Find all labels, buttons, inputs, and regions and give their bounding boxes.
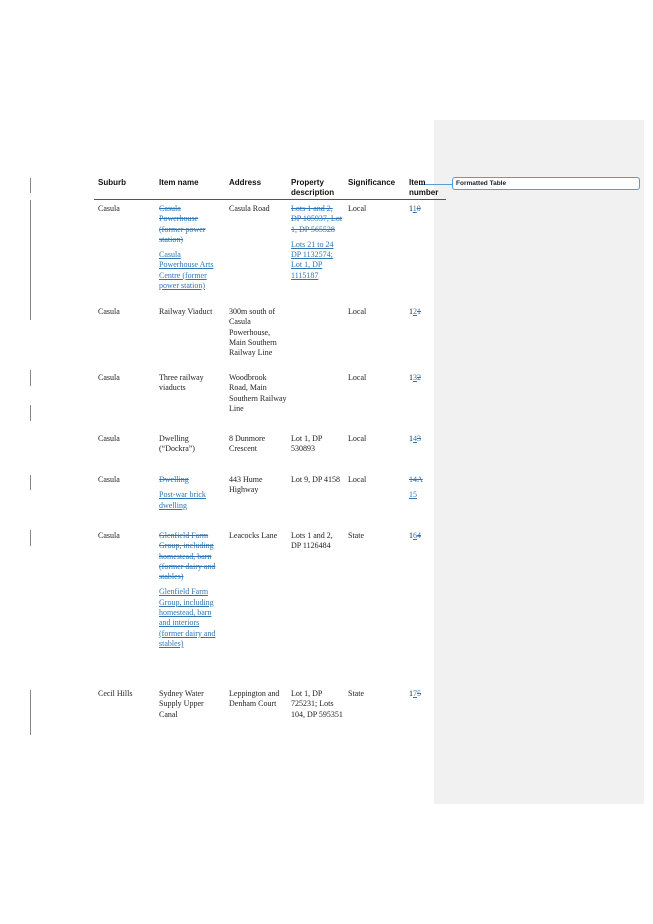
- cell-property: Lots 1 and 2, DP 105937, Lot 1, DP 56552…: [291, 204, 343, 281]
- cell-item-name: Glenfield Farm Group, including homestea…: [159, 531, 221, 649]
- change-bar: [30, 178, 31, 193]
- cell-item-name: Dwelling (“Dockra”): [159, 434, 195, 454]
- cell-item-number: 110: [409, 204, 421, 213]
- cell-significance: Local: [348, 475, 367, 484]
- change-bar: [30, 200, 31, 320]
- change-bar: [30, 690, 31, 735]
- deleted-text: Casula Powerhouse (former power station): [159, 204, 206, 244]
- deleted-text: Lots 1 and 2, DP 105937, Lot 1, DP 56552…: [291, 204, 343, 234]
- cell-significance: State: [348, 689, 364, 698]
- inserted-text: Lots 21 to 24 DP 1132574; Lot 1, DP 1115…: [291, 239, 334, 280]
- cell-item-number: 175: [409, 689, 421, 698]
- cell-significance: Local: [348, 373, 367, 382]
- comment-connector: [419, 184, 453, 185]
- header-address: Address: [229, 178, 262, 187]
- cell-item-name: Casula Powerhouse (former power station)…: [159, 204, 221, 291]
- cell-property: Lot 1, DP 530893: [291, 434, 323, 454]
- cell-address: Leacocks Lane: [229, 531, 278, 540]
- cell-suburb: Casula: [98, 307, 120, 316]
- cell-address: 443 Hume Highway: [229, 475, 263, 495]
- cell-property: Lot 1, DP 725231; Lots 104, DP 595351: [291, 689, 343, 719]
- cell-address: Leppington and Denham Court: [229, 689, 280, 709]
- inserted-text: Casula Powerhouse Arts Centre (former po…: [159, 250, 214, 291]
- cell-significance: Local: [348, 204, 367, 213]
- change-bar: [30, 475, 31, 490]
- cell-item-name: Sydney Water Supply Upper Canal: [159, 689, 204, 719]
- cell-item-number: 121: [409, 307, 421, 316]
- header-suburb: Suburb: [98, 178, 126, 187]
- cell-property: Lots 1 and 2, DP 1126484: [291, 531, 333, 551]
- cell-item-number: 14A 15: [409, 475, 423, 500]
- cell-suburb: Casula: [98, 373, 120, 382]
- change-bar: [30, 405, 31, 421]
- cell-significance: Local: [348, 307, 367, 316]
- change-bar: [30, 530, 31, 546]
- deleted-text: Dwelling: [159, 475, 189, 484]
- cell-item-number: 143: [409, 434, 421, 443]
- header-item-name: Item name: [159, 178, 199, 187]
- cell-suburb: Casula: [98, 475, 120, 484]
- comments-pane: [434, 120, 644, 804]
- change-bar: [30, 370, 31, 386]
- cell-suburb: Casula: [98, 531, 120, 540]
- header-rule: [94, 199, 446, 200]
- cell-item-name: Dwelling Post-war brick dwelling: [159, 475, 221, 511]
- cell-suburb: Cecil Hills: [98, 689, 133, 698]
- cell-address: 300m south of Casula Powerhouse, Main So…: [229, 307, 277, 358]
- cell-item-name: Three railway viaducts: [159, 373, 204, 393]
- cell-suburb: Casula: [98, 204, 120, 213]
- cell-item-number: 132: [409, 373, 421, 382]
- header-significance: Significance: [348, 178, 396, 187]
- cell-property: Lot 9, DP 4158: [291, 475, 341, 484]
- cell-item-name: Railway Viaduct: [159, 307, 213, 316]
- cell-address: Casula Road: [229, 204, 270, 213]
- cell-significance: Local: [348, 434, 367, 443]
- cell-address: Woodbrook Road, Main Southern Railway Li…: [229, 373, 287, 413]
- cell-item-number: 164: [409, 531, 421, 540]
- header-property-description: Property description: [291, 178, 335, 197]
- cell-suburb: Casula: [98, 434, 120, 443]
- inserted-text: Glenfield Farm Group, including homestea…: [159, 587, 216, 648]
- cell-significance: State: [348, 531, 364, 540]
- deleted-text: Glenfield Farm Group, including homestea…: [159, 531, 216, 582]
- comment-balloon[interactable]: Formatted Table: [452, 177, 640, 190]
- header-item-number: Item number: [409, 178, 439, 197]
- cell-address: 8 Dunmore Crescent: [229, 434, 266, 454]
- inserted-text: Post-war brick dwelling: [159, 490, 206, 510]
